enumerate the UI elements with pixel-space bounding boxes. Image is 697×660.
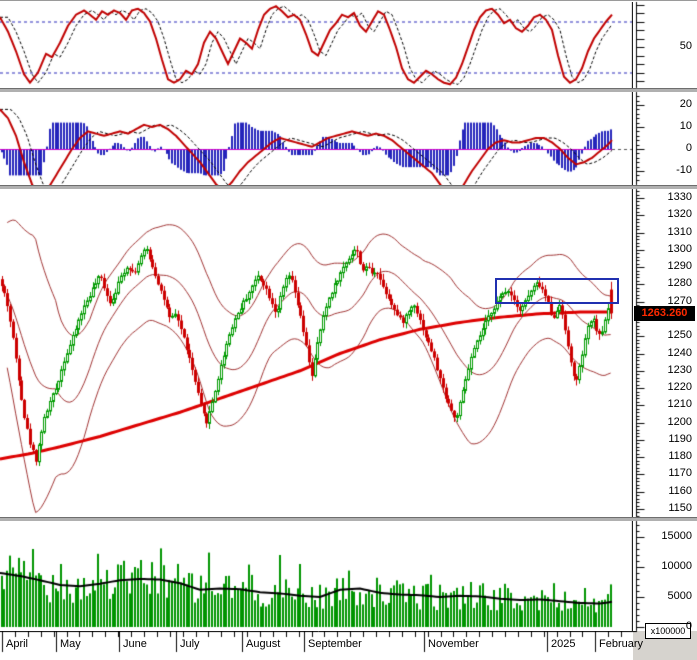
y-axis-ticks bbox=[633, 1, 697, 660]
y-axis-label: 1330 bbox=[667, 191, 692, 203]
x-axis-month-label: September bbox=[308, 638, 362, 650]
x-axis-month-label: August bbox=[246, 638, 281, 650]
y-axis-label: 1210 bbox=[667, 398, 692, 410]
macd-panel-plot[interactable] bbox=[0, 92, 633, 185]
y-axis-label: 10000 bbox=[661, 560, 692, 572]
y-axis-label: 1310 bbox=[667, 226, 692, 238]
y-axis-label: 1200 bbox=[667, 416, 692, 428]
y-axis-label: 1250 bbox=[667, 329, 692, 341]
y-axis-label: 1280 bbox=[667, 277, 692, 289]
y-axis-label: 1190 bbox=[668, 433, 692, 445]
y-axis-label: 1230 bbox=[667, 364, 692, 376]
y-axis-label: 1170 bbox=[668, 467, 692, 479]
last-price-badge: 1263.260 bbox=[634, 306, 695, 321]
x-axis-month-label: May bbox=[60, 638, 81, 650]
price-panel-plot[interactable] bbox=[0, 189, 633, 517]
stochastic-panel-plot[interactable] bbox=[0, 2, 633, 88]
y-axis-label: 15000 bbox=[661, 530, 692, 542]
x-axis-month-label: April bbox=[6, 638, 29, 650]
x-axis-month-label: July bbox=[180, 638, 200, 650]
y-axis-label: 10 bbox=[679, 120, 692, 132]
panel-separator bbox=[0, 88, 697, 92]
y-axis-label: 1180 bbox=[668, 450, 692, 462]
y-axis-label: 1150 bbox=[668, 502, 692, 514]
y-axis-label: 20 bbox=[679, 98, 692, 110]
stochastic-axis-label: 50 bbox=[679, 40, 692, 52]
x-axis-month-label: 2025 bbox=[551, 638, 576, 650]
x-axis-month-label: November bbox=[428, 638, 479, 650]
y-axis-label: 1320 bbox=[667, 208, 692, 220]
x-axis-month-label: February bbox=[599, 638, 644, 650]
y-axis-label: 0 bbox=[685, 142, 692, 154]
y-axis-label: 0 bbox=[685, 620, 692, 632]
y-axis-label: 1290 bbox=[667, 260, 692, 272]
x-axis-ticks bbox=[0, 631, 697, 660]
y-axis-label: 1300 bbox=[667, 243, 692, 255]
resistance-box-annotation[interactable] bbox=[495, 278, 619, 304]
y-axis-label: 5000 bbox=[667, 590, 692, 602]
panel-separator bbox=[0, 517, 697, 521]
y-axis-label: 1270 bbox=[667, 295, 692, 307]
x-axis-month-label: June bbox=[123, 638, 147, 650]
y-axis-label: -10 bbox=[676, 164, 692, 176]
y-axis-label: 1240 bbox=[667, 347, 692, 359]
panel-separator bbox=[0, 185, 697, 189]
volume-panel-plot[interactable] bbox=[0, 521, 633, 631]
volume-unit-box: x100000 bbox=[645, 623, 691, 639]
y-axis-label: 1220 bbox=[667, 381, 692, 393]
y-axis-label: 1160 bbox=[668, 485, 692, 497]
